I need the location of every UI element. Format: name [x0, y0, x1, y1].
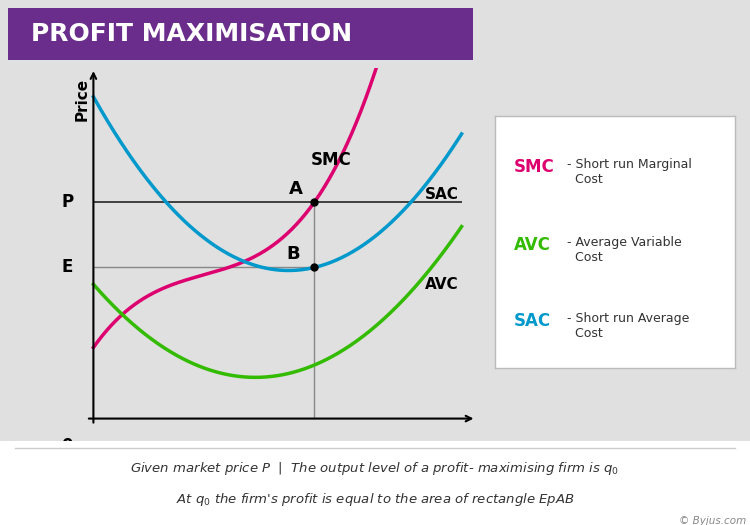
Text: SMC: SMC	[514, 159, 555, 176]
Text: © Byjus.com: © Byjus.com	[679, 516, 746, 525]
Text: AVC: AVC	[424, 277, 458, 292]
Text: B: B	[286, 245, 300, 263]
Text: E: E	[62, 258, 74, 277]
Text: - Short run Marginal
  Cost: - Short run Marginal Cost	[567, 159, 692, 186]
Text: AVC: AVC	[514, 236, 551, 255]
Text: 0: 0	[62, 437, 74, 456]
Text: SMC: SMC	[310, 151, 352, 169]
Text: Price: Price	[75, 78, 90, 121]
Text: SAC: SAC	[514, 312, 551, 330]
Text: $q_0$: $q_0$	[304, 441, 324, 459]
Text: PROFIT MAXIMISATION: PROFIT MAXIMISATION	[31, 22, 352, 46]
Text: - Average Variable
  Cost: - Average Variable Cost	[567, 236, 682, 265]
Text: At $q_0$ the firm's profit is equal to the area of rectangle EpAB: At $q_0$ the firm's profit is equal to t…	[176, 491, 574, 508]
Text: SAC: SAC	[424, 187, 459, 202]
Text: Given market price P  |  The output level of a profit- maximising firm is $q_0$: Given market price P | The output level …	[130, 460, 620, 477]
Text: - Short run Average
  Cost: - Short run Average Cost	[567, 312, 689, 340]
Text: Output: Output	[442, 444, 503, 459]
Text: P: P	[61, 193, 74, 211]
Text: A: A	[289, 180, 302, 197]
